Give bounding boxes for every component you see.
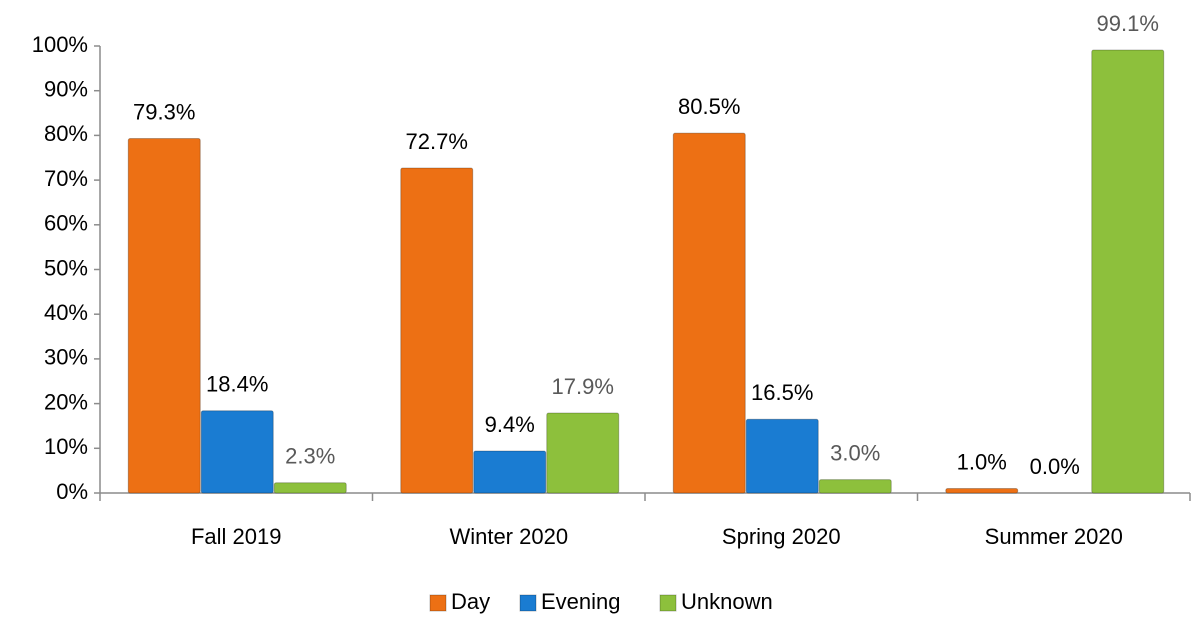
y-tick-label: 70% <box>44 166 88 191</box>
value-label: 1.0% <box>957 449 1007 474</box>
legend-swatch <box>519 594 537 612</box>
x-tick-label: Spring 2020 <box>722 524 841 549</box>
bar <box>127 138 201 494</box>
bar <box>473 450 547 494</box>
legend-swatch <box>429 594 447 612</box>
y-tick-label: 30% <box>44 345 88 370</box>
y-tick-label: 50% <box>44 255 88 280</box>
bar <box>745 418 819 494</box>
value-label: 18.4% <box>206 372 268 397</box>
y-tick-label: 100% <box>32 32 88 57</box>
x-tick-label: Fall 2019 <box>191 524 282 549</box>
value-label: 3.0% <box>830 440 880 465</box>
x-tick-label: Winter 2020 <box>449 524 568 549</box>
bar <box>945 488 1019 494</box>
legend-label: Evening <box>541 589 621 614</box>
bar <box>273 482 347 494</box>
value-label: 16.5% <box>751 380 813 405</box>
value-label: 9.4% <box>485 412 535 437</box>
y-tick-label: 40% <box>44 300 88 325</box>
value-label: 0.0% <box>1030 454 1080 479</box>
bar <box>400 167 474 494</box>
x-tick-label: Summer 2020 <box>985 524 1123 549</box>
y-tick-label: 80% <box>44 121 88 146</box>
y-tick-label: 60% <box>44 211 88 236</box>
bar <box>200 410 274 494</box>
y-tick-label: 10% <box>44 434 88 459</box>
value-label: 72.7% <box>406 129 468 154</box>
value-label: 17.9% <box>552 374 614 399</box>
value-label: 79.3% <box>133 99 195 124</box>
y-tick-label: 90% <box>44 77 88 102</box>
bar <box>672 132 746 494</box>
value-label: 2.3% <box>285 444 335 469</box>
bar <box>818 479 892 494</box>
bar <box>1091 49 1165 494</box>
value-label: 99.1% <box>1097 11 1159 36</box>
legend-label: Day <box>451 589 490 614</box>
legend-swatch <box>659 594 677 612</box>
value-label: 80.5% <box>678 94 740 119</box>
y-tick-label: 0% <box>56 479 88 504</box>
y-tick-label: 20% <box>44 389 88 414</box>
legend-label: Unknown <box>681 589 773 614</box>
bar <box>546 412 620 494</box>
